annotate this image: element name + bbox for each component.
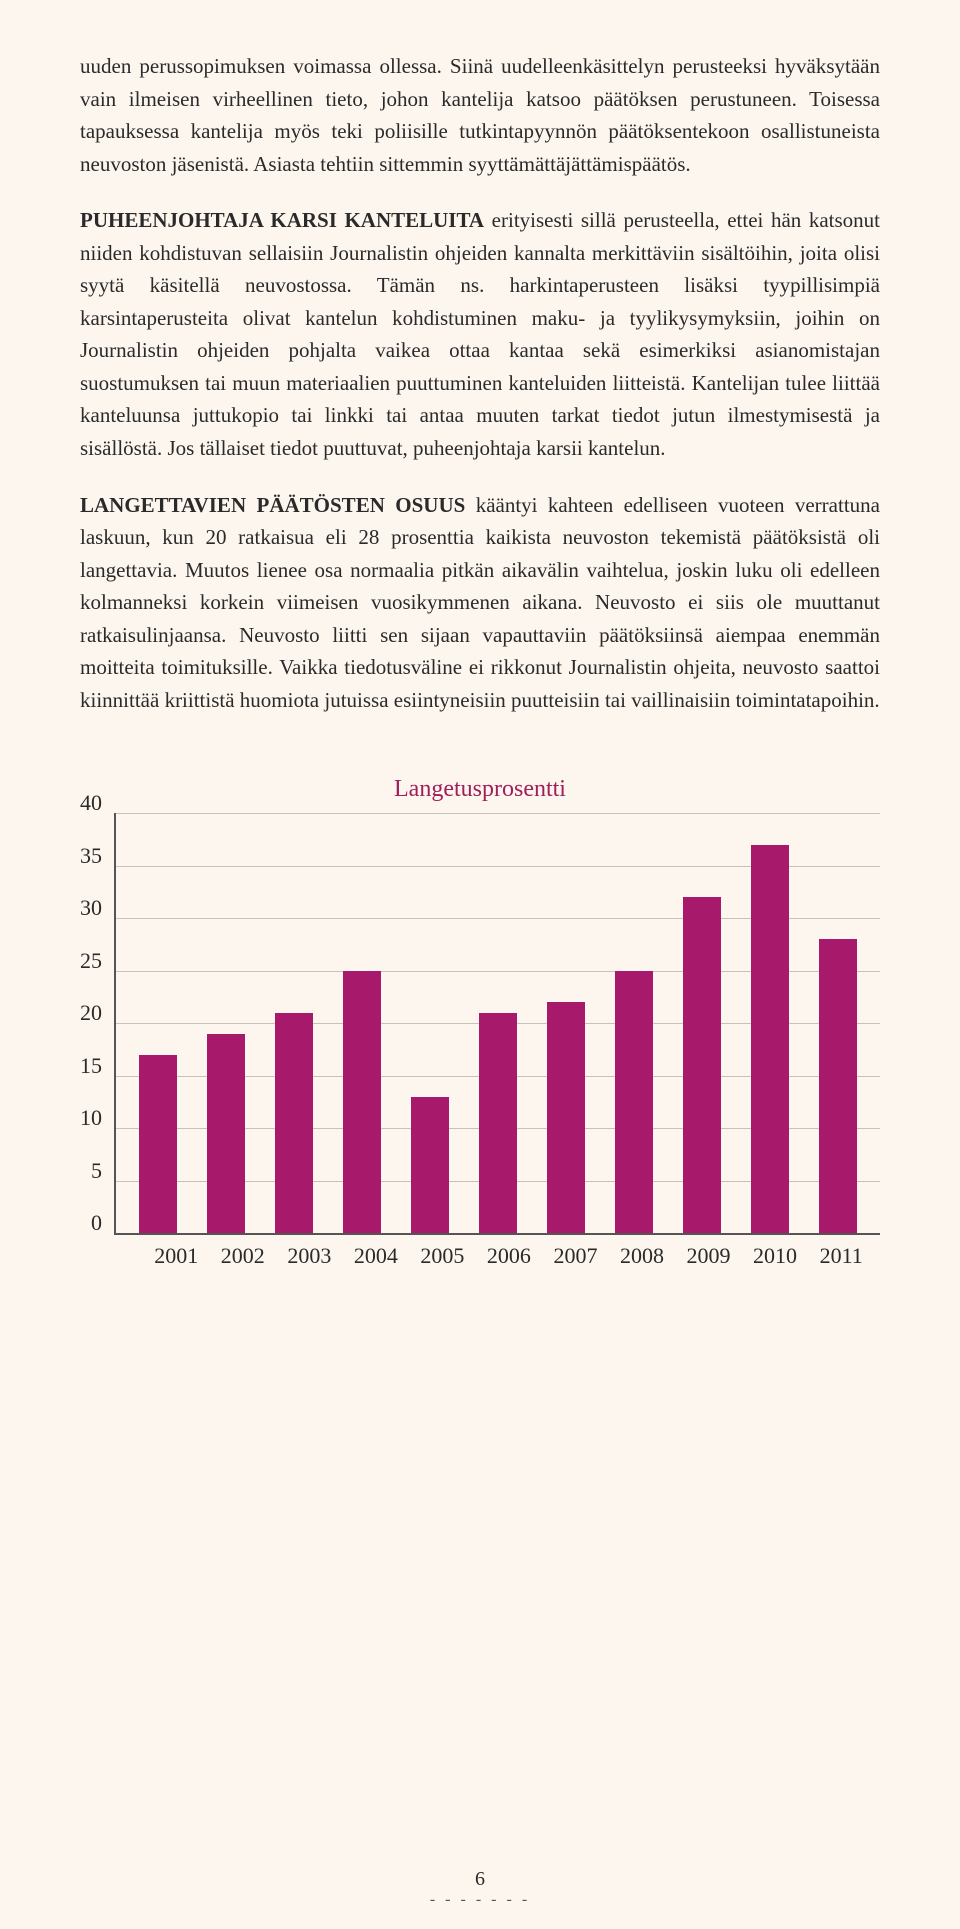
- paragraph-2-rest: erityisesti sillä perusteella, ettei hän…: [80, 208, 880, 460]
- paragraph-1: uuden perussopimuksen voimassa ollessa. …: [80, 50, 880, 180]
- x-tick: 2001: [154, 1243, 192, 1269]
- document-page: uuden perussopimuksen voimassa ollessa. …: [0, 0, 960, 1929]
- chart-bar: [479, 1013, 517, 1234]
- chart-bar: [615, 971, 653, 1234]
- chart-plot-area: [114, 813, 880, 1235]
- page-number: 6: [0, 1868, 960, 1891]
- x-tick: 2005: [420, 1243, 458, 1269]
- chart-y-axis: 4035302520151050: [80, 813, 114, 1233]
- chart-bar: [547, 1002, 585, 1233]
- x-tick: 2011: [820, 1243, 858, 1269]
- chart-bar: [751, 845, 789, 1234]
- x-tick: 2009: [687, 1243, 725, 1269]
- chart-x-axis: 2001 2002 2003 2004 2005 2006 2007 2008 2009 2010…: [80, 1235, 880, 1269]
- chart-bar: [139, 1055, 177, 1234]
- chart-bar: [411, 1097, 449, 1234]
- chart-bar: [275, 1013, 313, 1234]
- paragraph-3-lead: Langettavien päätösten osuus: [80, 493, 465, 517]
- x-tick: 2003: [287, 1243, 325, 1269]
- chart-title: Langetusprosentti: [80, 776, 880, 803]
- paragraph-2: Puheenjohtaja karsi kanteluita erityises…: [80, 204, 880, 464]
- paragraph-3-rest: kääntyi kahteen edelliseen vuoteen verra…: [80, 493, 880, 712]
- x-tick: 2008: [620, 1243, 658, 1269]
- chart-bar: [819, 939, 857, 1233]
- x-tick: 2010: [753, 1243, 791, 1269]
- paragraph-2-lead: Puheenjohtaja karsi kanteluita: [80, 208, 484, 232]
- page-dashes: - - - - - - -: [430, 1891, 530, 1908]
- bar-chart: 4035302520151050: [80, 813, 880, 1235]
- chart-bar: [207, 1034, 245, 1234]
- chart-bar: [343, 971, 381, 1234]
- x-tick: 2007: [553, 1243, 591, 1269]
- x-tick: 2002: [221, 1243, 259, 1269]
- page-footer: 6 - - - - - - -: [0, 1868, 960, 1909]
- x-tick: 2004: [354, 1243, 392, 1269]
- x-tick: 2006: [487, 1243, 525, 1269]
- chart-bar: [683, 897, 721, 1233]
- paragraph-3: Langettavien päätösten osuus kääntyi kah…: [80, 489, 880, 717]
- chart-bars: [116, 813, 880, 1233]
